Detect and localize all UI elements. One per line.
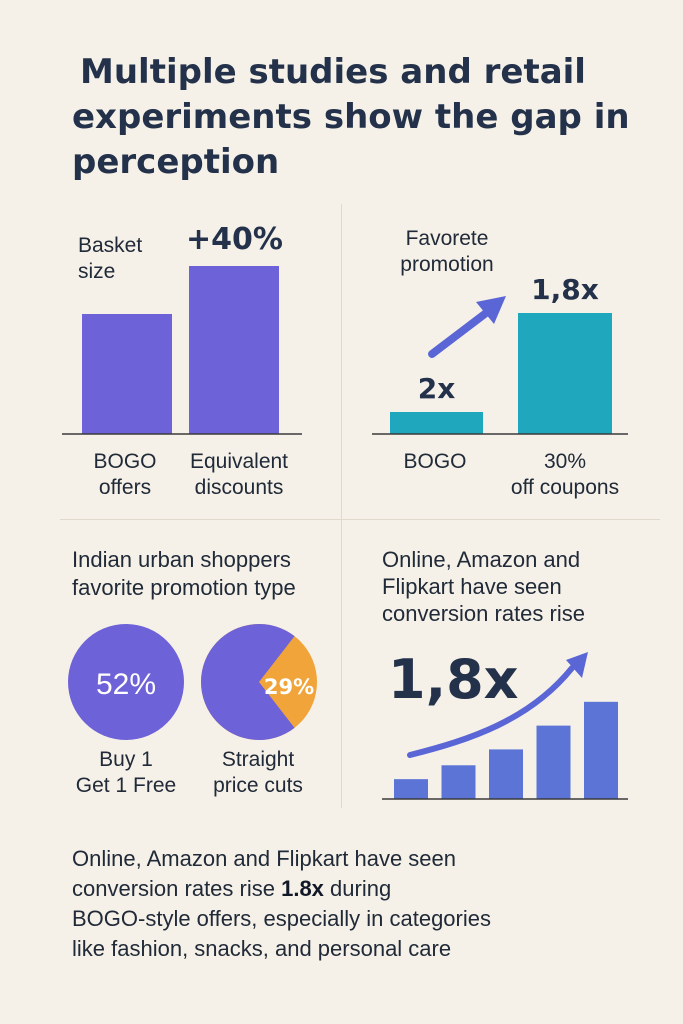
title-line-3: perception — [72, 142, 280, 182]
bar — [441, 765, 476, 799]
bar — [189, 266, 279, 434]
basket-category-label: BOGO offers — [70, 449, 180, 501]
bar-data-label: 2x — [418, 372, 456, 405]
favorite-category-label-1: BOGO — [403, 450, 467, 473]
circle2-caption: Straight price cuts — [213, 748, 303, 797]
title-line-1: Multiple studies and retail — [80, 52, 586, 92]
title-line-2: experiments show the gap in — [72, 97, 630, 137]
basket-category-label-1: BOGO — [93, 450, 157, 473]
basket-category-label-1: Equivalent — [189, 450, 289, 473]
circle1-caption: Buy 1 Get 1 Free — [75, 748, 177, 797]
bar — [536, 725, 571, 799]
basket-size-label: Basket size — [78, 234, 143, 283]
favorite-category-label-1: 30% — [543, 450, 587, 473]
page-title: Multiple studies and retail experiments … — [72, 50, 642, 185]
bar — [394, 779, 428, 799]
favorite-promotion-label: Favorete promotion — [400, 227, 494, 276]
bar — [584, 701, 618, 799]
online-heading: Online, Amazon and Flipkart have seen co… — [382, 547, 585, 626]
pie-slice — [68, 624, 184, 740]
pie-slice — [200, 624, 295, 740]
bar — [489, 749, 523, 799]
arrow-up-right-icon — [428, 296, 506, 358]
bar — [390, 412, 483, 434]
pie-value-label: 52% — [96, 668, 156, 701]
favorite-category-label: BOGO — [380, 449, 490, 475]
shoppers-heading: Indian urban shoppers favorite promotion… — [72, 547, 296, 600]
basket-category-label: Equivalent discounts — [178, 449, 300, 501]
vertical-divider — [341, 204, 342, 808]
favorite-category-label: 30% off coupons — [505, 449, 625, 501]
bar-data-label: 1,8x — [531, 273, 599, 306]
footer-highlight: 1.8x — [281, 876, 324, 901]
bar — [518, 313, 612, 434]
basket-increase-label: +40% — [186, 222, 283, 257]
bar — [82, 314, 172, 434]
pie-value-label: 29% — [264, 675, 314, 699]
footer-text: Online, Amazon and Flipkart have seen co… — [72, 846, 491, 961]
basket-category-label-2: offers — [98, 476, 152, 499]
favorite-category-label-2: off coupons — [510, 476, 620, 499]
basket-category-label-2: discounts — [194, 476, 284, 499]
online-multiplier-label: 1,8x — [388, 648, 519, 711]
pie-slice — [201, 624, 317, 740]
horizontal-divider — [60, 519, 660, 520]
